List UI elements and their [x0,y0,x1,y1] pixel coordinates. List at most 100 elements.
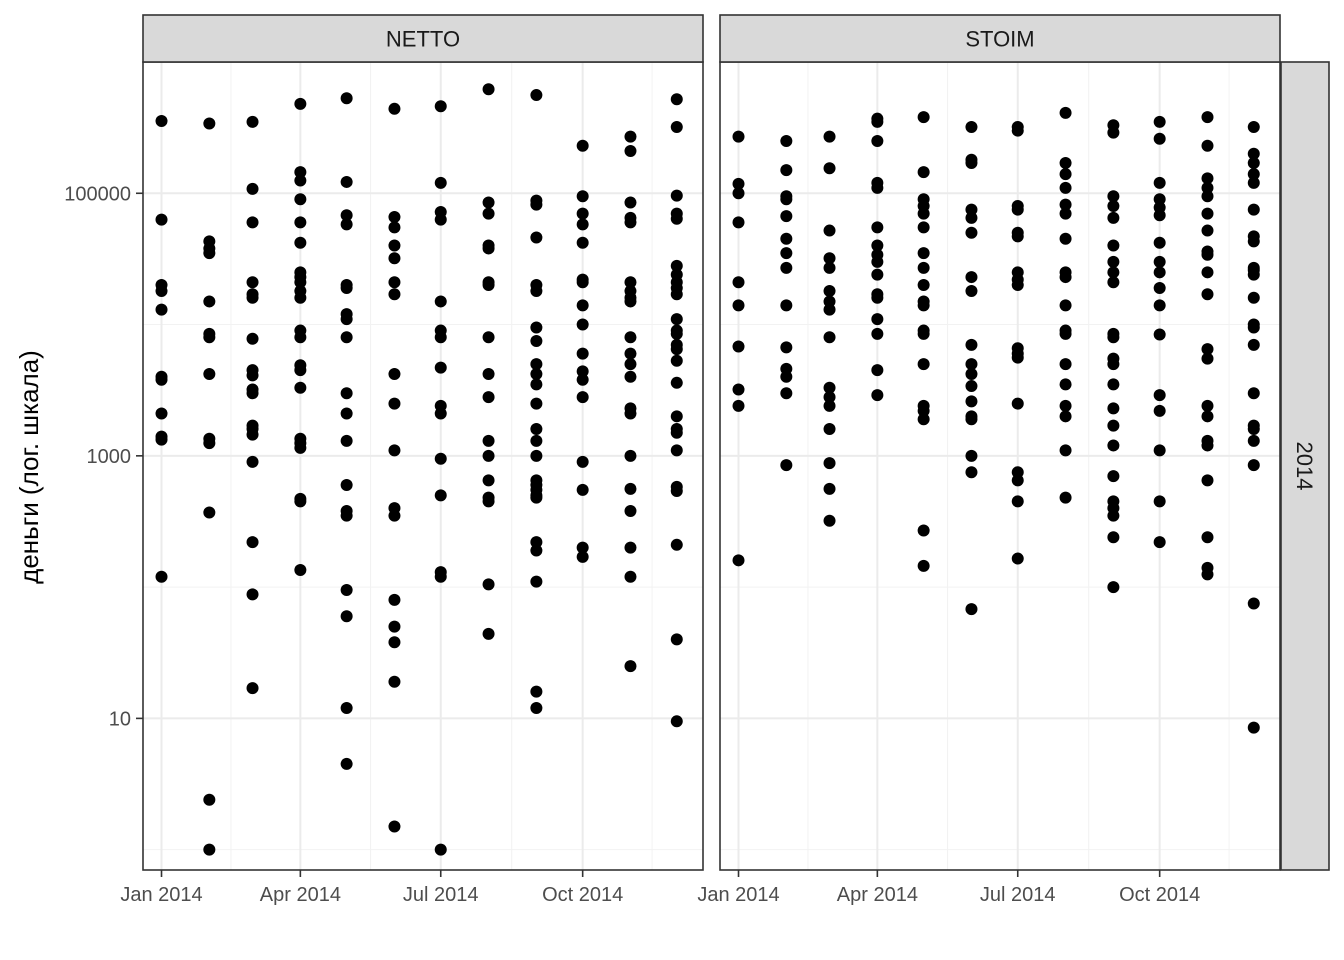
data-point [530,397,543,410]
data-point [1107,470,1120,483]
data-point [246,536,259,549]
data-point [1059,491,1072,504]
data-point [670,259,683,272]
data-point [917,404,930,417]
data-point [530,368,543,381]
data-point [871,239,884,252]
data-point [1107,509,1120,522]
data-point [670,120,683,133]
data-point [624,570,637,583]
strip-header [719,14,1281,63]
data-point [670,538,683,551]
data-point [294,174,307,187]
data-point [155,285,168,298]
data-point [1247,120,1260,133]
data-point [155,373,168,386]
data-point [1201,172,1214,185]
data-point [624,347,637,360]
data-point [340,701,353,714]
data-point [434,176,447,189]
data-point [871,364,884,377]
data-point [1201,111,1214,124]
data-point [482,279,495,292]
panel-background [720,62,1280,870]
data-point [203,368,216,381]
row-facet-strip: 2014 [1280,61,1330,871]
data-point [670,189,683,202]
data-point [1201,474,1214,487]
data-point [965,449,978,462]
data-point [917,221,930,234]
data-point [576,347,589,360]
y-axis-title: деньги (лог. шкала) [14,350,44,584]
data-point [576,455,589,468]
data-point [1247,157,1260,170]
data-point [576,299,589,312]
data-point [388,368,401,381]
data-point [1153,236,1166,249]
data-point [732,177,745,190]
data-point [482,578,495,591]
data-point [917,247,930,260]
data-point [670,354,683,367]
data-point [1247,338,1260,351]
data-point [246,369,259,382]
data-point [1247,387,1260,400]
data-point [530,285,543,298]
data-point [624,196,637,209]
data-point [294,276,307,289]
data-point [871,255,884,268]
data-point [670,313,683,326]
data-point [917,279,930,292]
data-point [340,281,353,294]
data-point [388,210,401,223]
data-point [434,407,447,420]
data-point [823,162,836,175]
data-point [530,358,543,371]
data-point [1059,327,1072,340]
data-point [482,207,495,220]
data-point [1247,203,1260,216]
data-point [340,218,353,231]
data-point [624,216,637,229]
data-point [624,358,637,371]
data-point [388,397,401,410]
data-point [1201,439,1214,452]
data-point [1153,536,1166,549]
y-tick-label: 1000 [87,446,132,468]
data-point [965,211,978,224]
data-point [294,97,307,110]
data-point [388,636,401,649]
data-point [1247,268,1260,281]
data-point [294,193,307,206]
data-point [482,495,495,508]
data-point [917,207,930,220]
data-point [340,209,353,222]
data-point [965,413,978,426]
data-point [965,358,978,371]
data-point [1201,224,1214,237]
data-point [1107,266,1120,279]
data-point [624,144,637,157]
data-point [530,378,543,391]
data-point [1247,721,1260,734]
data-point [780,261,793,274]
data-point [732,276,745,289]
data-point [823,261,836,274]
data-point [246,428,259,441]
data-point [670,288,683,301]
data-point [1107,419,1120,432]
data-point [340,175,353,188]
data-point [1153,176,1166,189]
data-point [624,449,637,462]
data-point [294,291,307,304]
data-point [1011,351,1024,364]
data-point [917,327,930,340]
data-point [388,239,401,252]
data-point [246,588,259,601]
data-point [624,276,637,289]
data-point [576,236,589,249]
data-point [388,288,401,301]
data-point [388,675,401,688]
data-point [670,426,683,439]
